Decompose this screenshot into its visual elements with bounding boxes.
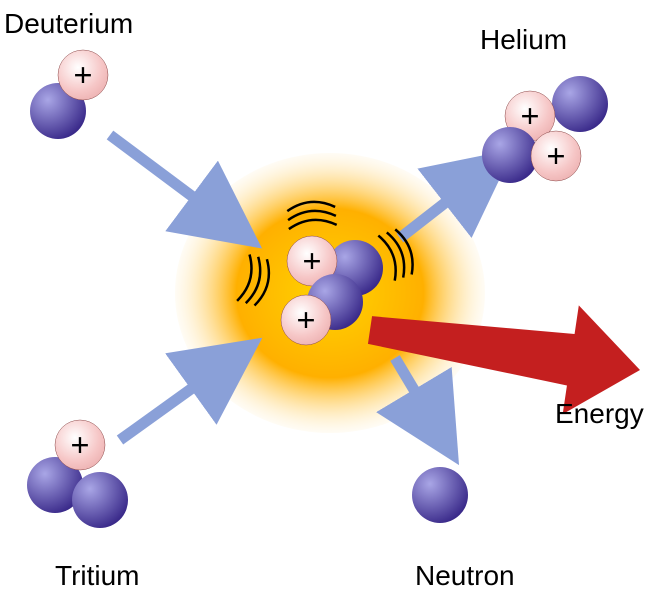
label-energy: Energy <box>555 398 644 430</box>
proton-particle: + <box>531 131 581 181</box>
tritium-nucleus: + <box>27 420 128 528</box>
helium-nucleus: ++ <box>482 76 608 183</box>
label-helium: Helium <box>480 24 567 56</box>
neutron-particle <box>72 472 128 528</box>
neutron-particle <box>552 76 608 132</box>
neutron-particle <box>412 467 468 523</box>
proton-particle: + <box>55 420 105 470</box>
plus-icon: + <box>303 243 322 279</box>
plus-icon: + <box>74 57 93 93</box>
proton-particle: + <box>58 50 108 100</box>
proton-particle: + <box>281 295 331 345</box>
plus-icon: + <box>297 302 316 338</box>
neutron-particle <box>482 127 538 183</box>
free-neutron <box>412 467 468 523</box>
diagram-svg: + + ++ ++ <box>0 0 657 605</box>
label-deuterium: Deuterium <box>4 8 133 40</box>
label-tritium: Tritium <box>55 560 140 592</box>
plus-icon: + <box>71 427 90 463</box>
arrow-deuterium-in <box>110 135 248 238</box>
label-neutron: Neutron <box>415 560 515 592</box>
plus-icon: + <box>521 98 540 134</box>
deuterium-nucleus: + <box>30 50 108 139</box>
plus-icon: + <box>547 138 566 174</box>
fusion-diagram: + + ++ ++ Deuterium Helium Tritium Neutr… <box>0 0 657 605</box>
